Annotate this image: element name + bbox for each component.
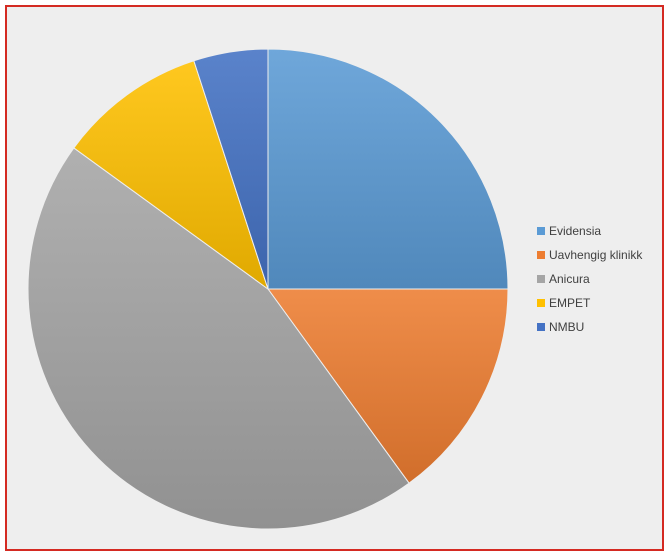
legend-swatch [537, 251, 545, 259]
pie-chart [27, 48, 509, 530]
chart-area: Evidensia Uavhengig klinikk Anicura EMPET NM… [5, 5, 664, 551]
legend-label: EMPET [549, 296, 591, 310]
legend: Evidensia Uavhengig klinikk Anicura EMPET NM… [537, 219, 642, 339]
pie-slice-uavhengig-klinikk [267, 288, 509, 484]
legend-item: Evidensia [537, 219, 642, 243]
legend-swatch [537, 227, 545, 235]
legend-item: Uavhengig klinikk [537, 243, 642, 267]
pie-slices [27, 48, 509, 530]
pie-slice-anicura [27, 147, 410, 530]
legend-item: NMBU [537, 315, 642, 339]
legend-item: EMPET [537, 291, 642, 315]
legend-label: NMBU [549, 320, 585, 334]
legend-label: Uavhengig klinikk [549, 248, 643, 262]
legend-swatch [537, 299, 545, 307]
legend-item: Anicura [537, 267, 642, 291]
pie-slice-empet [73, 60, 269, 291]
pie-slice-evidensia [267, 48, 509, 290]
legend-label: Anicura [549, 272, 590, 286]
legend-swatch [537, 323, 545, 331]
pie-slice-nmbu [193, 48, 269, 290]
legend-label: Evidensia [549, 224, 602, 238]
legend-swatch [537, 275, 545, 283]
